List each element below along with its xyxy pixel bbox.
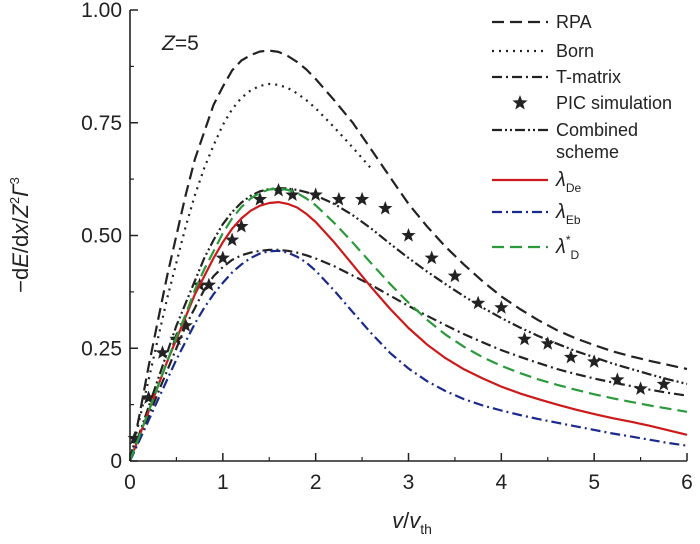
pic-marker	[178, 318, 193, 332]
pic-marker	[378, 200, 393, 215]
legend-label: RPA	[556, 12, 592, 32]
legend-item-rpa: RPA	[492, 12, 592, 32]
pic-marker	[610, 372, 625, 386]
pic-marker	[517, 331, 532, 346]
y-tick-label: 0.75	[81, 112, 122, 135]
pic-marker	[633, 381, 648, 395]
axes: 0 1 2 3 4 5 6 0 0.25 0.50 0.75 1.00	[81, 0, 693, 494]
pic-marker	[563, 349, 579, 364]
pic-marker	[447, 268, 463, 283]
legend-label: T-matrix	[556, 67, 621, 87]
pic-marker	[141, 390, 156, 404]
x-tick-label: 4	[495, 471, 507, 494]
series-line-leb	[128, 249, 688, 462]
y-tick-label: 1.00	[81, 0, 122, 22]
pic-marker	[424, 250, 439, 265]
series-line-combined	[128, 187, 688, 462]
series-pic	[127, 182, 671, 445]
pic-marker	[331, 191, 347, 206]
legend-marker	[512, 95, 528, 110]
pic-marker	[285, 187, 300, 201]
z-annotation: Z=5	[161, 32, 199, 55]
x-tick-label: 3	[403, 471, 415, 494]
y-tick-label: 0	[110, 450, 122, 473]
legend-label: λ*D	[555, 233, 580, 262]
series-line-lde	[128, 201, 688, 462]
series-line-rpa	[128, 49, 688, 462]
pic-marker	[470, 295, 486, 310]
legend-item-ld: λ*D	[492, 233, 580, 262]
y-tick-label: 0.50	[81, 225, 122, 248]
pic-marker	[540, 336, 555, 350]
legend-label: PIC simulation	[556, 93, 672, 113]
legend-item-born: Born	[492, 41, 594, 61]
legend-label: λDe	[555, 169, 582, 195]
legend-label: Combined scheme	[556, 120, 638, 162]
x-tick-label: 6	[681, 471, 693, 494]
x-tick-label: 5	[588, 471, 600, 494]
plot-area	[127, 49, 688, 462]
pic-marker	[354, 191, 370, 206]
pic-marker	[308, 187, 323, 201]
x-tick-label: 2	[310, 471, 322, 494]
legend-label: λEb	[555, 201, 581, 227]
legend: RPA Born T-matrix PIC simulation Combined sch…	[492, 12, 672, 262]
legend-item-pic: PIC simulation	[512, 93, 672, 113]
legend-item-leb: λEb	[492, 201, 581, 227]
x-tick-label: 1	[217, 471, 229, 494]
pic-marker	[401, 228, 416, 242]
x-tick-label: 0	[124, 471, 136, 494]
legend-item-lde: λDe	[492, 169, 582, 195]
x-axis-title: v/vth	[392, 508, 432, 537]
legend-label: Born	[556, 41, 594, 61]
series-line-ld	[128, 187, 688, 462]
pic-marker	[215, 250, 230, 265]
y-axis-title: −dE/dx/Z2Γ3	[7, 177, 33, 293]
pic-marker	[252, 191, 268, 206]
pic-marker	[656, 376, 671, 391]
pic-marker	[271, 182, 286, 197]
series-line-tmatrix	[128, 248, 688, 462]
pic-marker	[155, 345, 170, 359]
y-tick-label: 0.25	[81, 337, 122, 360]
pic-marker	[224, 232, 240, 247]
pic-marker	[127, 430, 142, 445]
series-line-born	[128, 82, 373, 462]
pic-marker	[494, 300, 509, 314]
legend-item-tmatrix: T-matrix	[492, 67, 621, 87]
pic-marker	[201, 277, 217, 292]
legend-item-combined: Combined scheme	[492, 120, 638, 162]
pic-marker	[587, 354, 602, 368]
pic-marker	[234, 218, 249, 233]
